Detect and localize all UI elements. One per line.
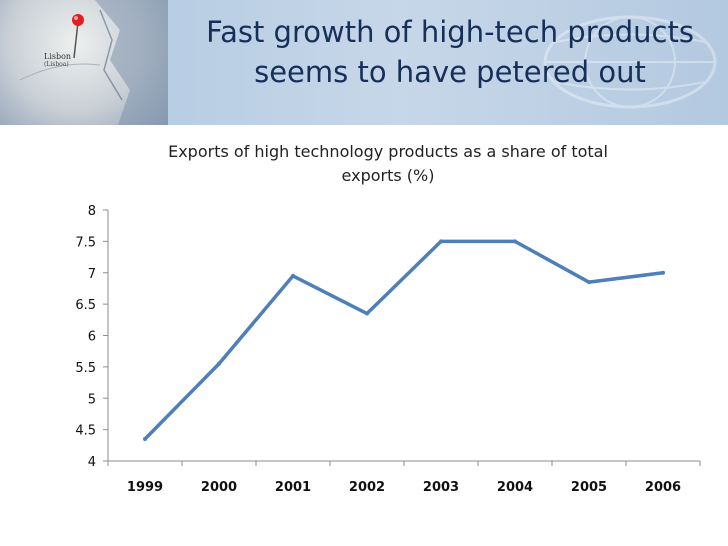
x-tick-label: 2001 [275,480,311,495]
line-chart: 4 4.5 5 5.5 6 6.5 7 7.5 8 1999 2000 2001 2002 2003 20… [75,204,701,495]
data-point [217,361,221,366]
x-tick-label: 2006 [645,480,681,495]
y-tick-label: 6 [88,330,96,345]
slide-title-line1: Fast growth of high-tech products [206,15,694,49]
x-tick-label: 2003 [423,480,459,495]
y-tick-label: 5 [88,392,96,407]
series [143,239,665,442]
map-thumbnail: Lisbon (Lisboa) [0,0,168,125]
map-illustration [19,0,168,125]
series-line [143,239,665,441]
y-tick-label: 5.5 [75,361,96,376]
y-tick-label: 7.5 [75,235,96,250]
slide-banner: Lisbon (Lisboa) Fast growth of high-tech… [0,0,728,125]
x-tick-label: 1999 [127,480,163,495]
data-point [291,273,295,278]
chart-title-line2: exports (%) [341,166,435,185]
data-point [587,280,591,285]
data-point [513,239,517,244]
chart-title: Exports of high technology products as a… [108,140,668,188]
data-point [439,239,443,244]
y-axis: 4 4.5 5 5.5 6 6.5 7 7.5 8 [75,204,109,470]
slide-title-line2: seems to have petered out [254,55,646,89]
map-label: Lisbon [44,52,72,61]
data-point [365,311,369,316]
y-tick-label: 6.5 [75,298,96,313]
map-pin-icon [72,14,84,26]
y-tick-label: 8 [88,204,96,219]
chart-title-line1: Exports of high technology products as a… [168,142,608,161]
x-tick-label: 2004 [497,480,533,495]
y-tick-label: 4.5 [75,424,96,439]
globe-watermark-icon [543,15,717,109]
x-axis: 1999 2000 2001 2002 2003 2004 2005 2006 [107,460,701,495]
y-tick-label: 4 [88,455,96,470]
y-tick-label: 7 [88,267,96,282]
x-tick-label: 2002 [349,480,385,495]
map-sublabel: (Lisboa) [44,61,69,68]
data-point [661,270,665,275]
x-tick-label: 2005 [571,480,607,495]
slide-title: Fast growth of high-tech products seems … [180,12,720,92]
data-point [143,437,147,442]
x-tick-label: 2000 [201,480,237,495]
